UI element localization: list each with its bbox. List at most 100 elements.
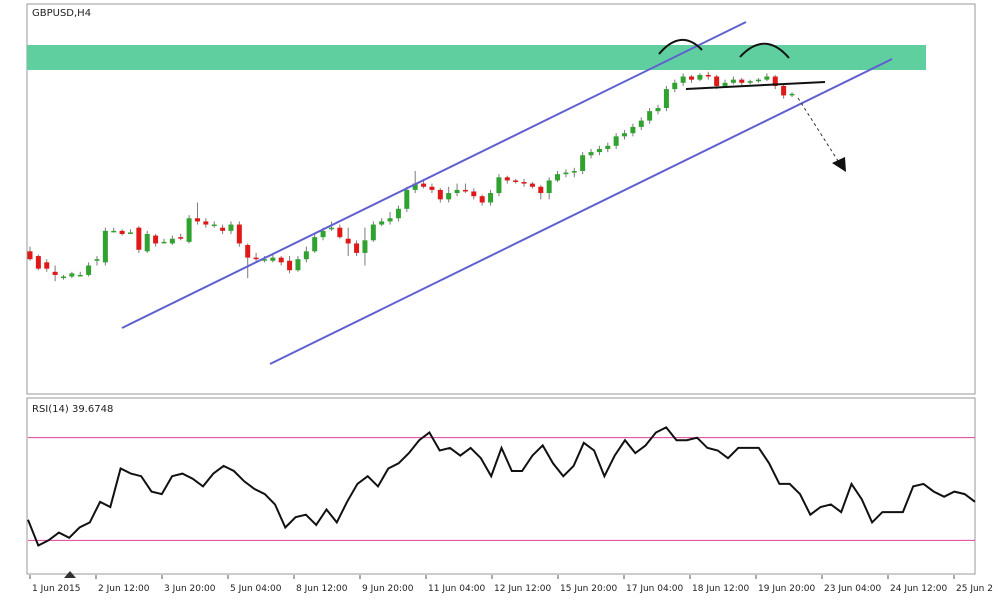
candle-bull xyxy=(412,183,418,190)
x-tick-label: 17 Jun 04:00 xyxy=(626,584,683,594)
candle-bull xyxy=(622,133,628,137)
candle-bear xyxy=(462,189,468,192)
x-tick-label: 23 Jun 04:00 xyxy=(824,584,881,594)
candle-bear xyxy=(354,243,360,253)
candle-bull xyxy=(680,76,686,83)
candle-bull xyxy=(446,193,452,200)
candle-bull xyxy=(328,227,334,230)
neckline xyxy=(685,81,826,90)
candle-bull xyxy=(697,74,703,80)
candle-bull xyxy=(77,274,83,277)
x-tick-label: 9 Jun 20:00 xyxy=(362,584,414,594)
candle-bull xyxy=(270,257,276,261)
candle-bull xyxy=(647,111,653,121)
candle-bull xyxy=(655,108,661,112)
candle-bull xyxy=(546,180,552,194)
candle-bull xyxy=(663,89,669,108)
candle-bull xyxy=(161,241,167,244)
candle-bull xyxy=(102,230,108,263)
candle-bull xyxy=(404,189,410,209)
candle-bull xyxy=(730,79,736,83)
projection-arrowhead xyxy=(832,157,846,172)
candle-bull xyxy=(111,230,117,233)
rsi-line xyxy=(27,426,976,547)
candle-bear xyxy=(153,235,159,244)
candle-bear xyxy=(136,227,142,250)
x-tick-label: 25 Jun 2 xyxy=(956,584,993,594)
rsi-label: RSI(14) 39.6748 xyxy=(32,404,113,415)
projection-arrow-line xyxy=(797,97,841,165)
candles-group xyxy=(27,71,795,282)
candle-bear xyxy=(345,238,351,244)
candle-bear xyxy=(119,230,125,234)
candle-bull xyxy=(127,232,133,234)
candle-bull xyxy=(395,208,401,219)
candle-bear xyxy=(429,186,435,190)
candle-bear xyxy=(245,245,251,258)
candle-bear xyxy=(44,262,50,269)
right-shoulder-arc xyxy=(739,42,790,59)
candle-bull xyxy=(496,177,502,194)
candle-bear xyxy=(52,271,58,275)
candle-bear xyxy=(236,224,242,244)
candle-bear xyxy=(705,74,711,77)
x-tick-label: 15 Jun 20:00 xyxy=(560,584,617,594)
candle-bull xyxy=(144,234,150,252)
candle-bull xyxy=(764,76,770,80)
candle-bull xyxy=(454,189,460,194)
time-marker-arrow xyxy=(64,571,76,578)
candle-bear xyxy=(714,76,720,86)
candle-bull xyxy=(789,93,795,96)
candle-bull xyxy=(312,237,318,252)
candle-bull xyxy=(605,145,611,149)
candle-bull xyxy=(69,273,75,277)
x-axis-ticks: 1 Jun 2015 2 Jun 12:00 3 Jun 20:00 5 Jun 04… xyxy=(29,575,993,594)
candle-bull xyxy=(571,171,577,173)
symbol-label: GBPUSD,H4 xyxy=(32,8,91,19)
candle-bull xyxy=(756,79,762,82)
candle-bull xyxy=(261,259,267,261)
candle-bull xyxy=(588,152,594,156)
candle-bear xyxy=(479,196,485,203)
candle-bull xyxy=(387,218,393,222)
candle-bull xyxy=(362,240,368,253)
x-tick-label: 2 Jun 12:00 xyxy=(98,584,150,594)
candle-bear xyxy=(253,257,259,260)
candle-bear xyxy=(521,182,527,184)
candle-bull xyxy=(638,120,644,127)
candle-bull xyxy=(370,224,376,241)
resistance-zone xyxy=(27,45,926,70)
candle-bull xyxy=(596,148,602,153)
candle-bear xyxy=(437,189,443,200)
candle-bull xyxy=(555,174,561,181)
candle-bear xyxy=(689,76,695,80)
candle-bear xyxy=(471,191,477,197)
candle-bear xyxy=(781,85,787,96)
candle-bear xyxy=(287,260,293,271)
candle-bull xyxy=(379,221,385,225)
candle-bull xyxy=(722,82,728,86)
candle-bull xyxy=(60,276,66,279)
candle-bear xyxy=(35,256,41,269)
candle-bear xyxy=(27,251,33,260)
x-tick-label: 19 Jun 20:00 xyxy=(758,584,815,594)
candle-bear xyxy=(421,183,427,187)
candle-bear xyxy=(739,79,745,83)
x-tick-label: 11 Jun 04:00 xyxy=(428,584,485,594)
candle-bear xyxy=(178,237,184,239)
candle-bull xyxy=(488,193,494,203)
candle-bull xyxy=(580,155,586,171)
candle-bull xyxy=(228,224,234,231)
candle-bull xyxy=(672,82,678,90)
channel-lower-line xyxy=(269,58,893,365)
candle-bull xyxy=(186,218,192,242)
x-tick-label: 3 Jun 20:00 xyxy=(164,584,216,594)
candle-bull xyxy=(630,126,636,134)
candle-bull xyxy=(86,265,92,275)
candle-bear xyxy=(513,180,519,183)
candle-bear xyxy=(529,183,535,187)
candle-bear xyxy=(203,221,209,225)
candle-bear xyxy=(538,186,544,194)
